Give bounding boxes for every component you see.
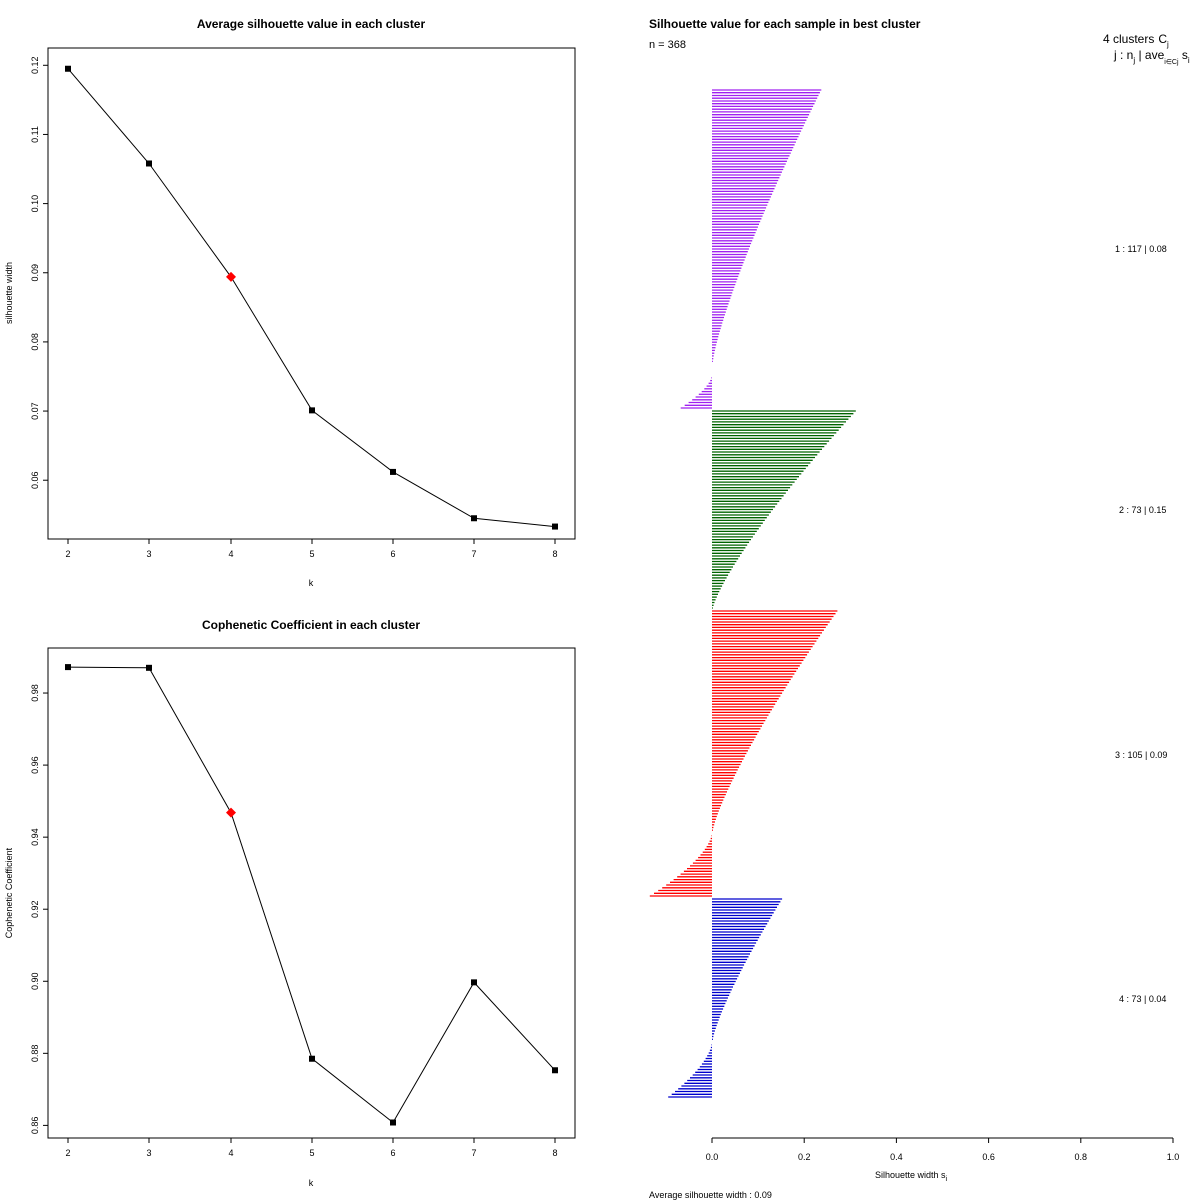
silhouette-avg-point xyxy=(390,468,396,475)
silhouette-xlabel-sub: i xyxy=(945,1176,947,1183)
cophenetic-x-tick-label: 4 xyxy=(228,1148,233,1158)
cophenetic-y-tick-label: 0.98 xyxy=(30,684,40,702)
silhouette-avg-series-line xyxy=(67,68,556,528)
clusters-header-ave: | ave xyxy=(1135,48,1164,62)
cluster-label-1: 1 : 117 | 0.08 xyxy=(1115,244,1167,254)
silhouette-avg-y-tick-label: 0.06 xyxy=(30,471,40,489)
silhouette-avg-marks xyxy=(65,65,558,530)
cluster-label-2: 2 : 73 | 0.15 xyxy=(1119,505,1166,515)
clusters-header-jn: j : n xyxy=(1113,48,1133,62)
cophenetic-x-tick-label: 2 xyxy=(65,1148,70,1158)
cophenetic-x-tick-label: 5 xyxy=(309,1148,314,1158)
silhouette-xaxis: 0.0 0.2 0.4 0.6 0.8 1.0 xyxy=(706,1137,1180,1162)
silhouette-avg-x-tick-label: 6 xyxy=(390,549,395,559)
silhouette-avg-x-tick-label: 4 xyxy=(228,549,233,559)
cophenetic-title: Cophenetic Coefficient in each cluster xyxy=(202,618,420,632)
cophenetic-marks xyxy=(65,664,558,1126)
cophenetic-x-tick-label: 6 xyxy=(390,1148,395,1158)
clusters-header-ave-sub: i∈Cj xyxy=(1164,59,1179,66)
sample-count-label: n = 368 xyxy=(649,39,686,51)
silhouette-avg-point xyxy=(146,160,152,167)
silhouette-avg-x-tick-label: 3 xyxy=(146,549,151,559)
silhouette-avg-plot-frame xyxy=(47,47,576,540)
cophenetic-ticks: 2 3 4 5 6 7 8 0.86 0.88 0.90 0.92 0.94 0.96 0.98 xyxy=(30,684,558,1158)
silhouette-x-tick-label: 0.4 xyxy=(890,1152,903,1162)
cophenetic-panel: Cophenetic Coefficient in each cluster k… xyxy=(4,618,576,1188)
clusters-header: 4 clusters Cj xyxy=(1103,32,1169,49)
cophenetic-point xyxy=(65,664,71,671)
silhouette-avg-x-tick-label: 5 xyxy=(309,549,314,559)
silhouette-x-tick-label: 0.0 xyxy=(706,1152,719,1162)
cophenetic-y-tick-label: 0.96 xyxy=(30,756,40,774)
cophenetic-plot-frame xyxy=(47,647,576,1139)
silhouette-x-tick-label: 0.2 xyxy=(798,1152,811,1162)
silhouette-avg-y-tick-label: 0.09 xyxy=(30,264,40,282)
cluster-label-3: 3 : 105 | 0.09 xyxy=(1115,750,1167,760)
silhouette-avg-y-tick-label: 0.10 xyxy=(30,195,40,213)
silhouette-x-tick-label: 0.6 xyxy=(982,1152,995,1162)
cophenetic-y-tick-label: 0.86 xyxy=(30,1117,40,1135)
silhouette-samples-panel: Silhouette value for each sample in best… xyxy=(649,17,1190,1200)
clusters-header-nj-sub: j xyxy=(1132,56,1135,65)
cophenetic-x-tick-label: 3 xyxy=(146,1148,151,1158)
silhouette-avg-title: Average silhouette value in each cluster xyxy=(197,17,426,31)
clusters-header-s: s xyxy=(1179,48,1188,62)
silhouette-avg-y-tick-label: 0.08 xyxy=(30,333,40,351)
silhouette-avg-point xyxy=(552,523,558,530)
silhouette-x-tick-label: 0.8 xyxy=(1075,1152,1088,1162)
clusters-header-columns: j : nj | avei∈Cj si xyxy=(1113,48,1190,66)
silhouette-avg-x-tick-label: 2 xyxy=(65,549,70,559)
cophenetic-xlabel: k xyxy=(309,1178,314,1188)
cophenetic-highlight-point xyxy=(226,807,236,818)
cophenetic-y-tick-label: 0.92 xyxy=(30,900,40,918)
silhouette-avg-y-tick-label: 0.11 xyxy=(30,126,40,143)
silhouette-x-tick-label: 1.0 xyxy=(1167,1152,1180,1162)
silhouette-samples-title: Silhouette value for each sample in best… xyxy=(649,17,921,31)
clusters-header-c-sub: j xyxy=(1166,40,1169,49)
cophenetic-y-tick-label: 0.88 xyxy=(30,1045,40,1063)
cophenetic-point xyxy=(552,1067,558,1074)
cophenetic-point xyxy=(309,1055,315,1062)
cophenetic-ylabel: Cophenetic Coefficient xyxy=(4,847,14,938)
cophenetic-y-tick-label: 0.90 xyxy=(30,973,40,991)
clusters-header-c: C xyxy=(1158,32,1167,46)
average-silhouette-label: Average silhouette width : 0.09 xyxy=(649,1190,772,1200)
cophenetic-x-tick-label: 8 xyxy=(552,1148,557,1158)
silhouette-avg-x-tick-label: 8 xyxy=(552,549,557,559)
silhouette-bars xyxy=(649,89,856,1098)
silhouette-avg-point xyxy=(309,407,315,414)
silhouette-avg-point xyxy=(471,515,477,522)
silhouette-avg-panel: Average silhouette value in each cluster… xyxy=(4,17,576,588)
silhouette-avg-highlight-point xyxy=(226,271,236,282)
silhouette-avg-ticks: 2 3 4 5 6 7 8 0.06 0.07 0.08 0.09 0.10 0.11 0.12 xyxy=(30,57,558,559)
cluster-label-4: 4 : 73 | 0.04 xyxy=(1119,994,1166,1004)
silhouette-avg-x-tick-label: 7 xyxy=(471,549,476,559)
silhouette-avg-y-tick-label: 0.12 xyxy=(30,57,40,75)
clusters-header-count: 4 clusters xyxy=(1103,32,1154,46)
silhouette-avg-ylabel: silhouette width xyxy=(4,262,14,324)
cophenetic-point xyxy=(146,664,152,671)
cophenetic-series-line xyxy=(67,666,556,1124)
cophenetic-x-tick-label: 7 xyxy=(471,1148,476,1158)
cophenetic-point xyxy=(390,1119,396,1126)
silhouette-xlabel: Silhouette width si xyxy=(875,1170,948,1183)
silhouette-xlabel-main: Silhouette width s xyxy=(875,1170,946,1180)
clusters-header-s-sub: i xyxy=(1188,56,1190,65)
cophenetic-point xyxy=(471,979,477,986)
silhouette-avg-y-tick-label: 0.07 xyxy=(30,402,40,420)
cophenetic-y-tick-label: 0.94 xyxy=(30,828,40,846)
silhouette-avg-point xyxy=(65,65,71,72)
silhouette-avg-xlabel: k xyxy=(309,578,314,588)
